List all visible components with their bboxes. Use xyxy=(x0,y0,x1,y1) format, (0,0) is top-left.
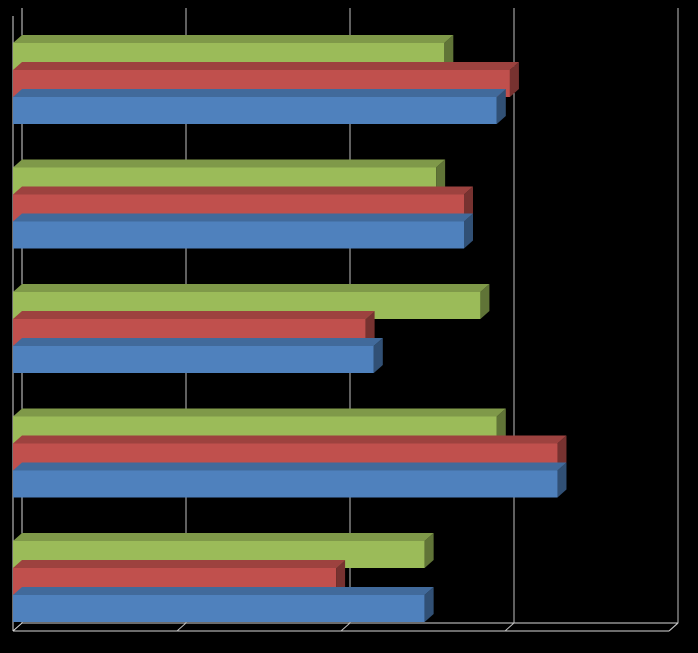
bar-end-c5-s2 xyxy=(336,560,346,595)
bar-end-c4-s3 xyxy=(557,462,567,498)
bar-end-c3-s3 xyxy=(373,338,383,373)
bar-group-5 xyxy=(13,533,434,622)
bar-group-2 xyxy=(13,159,473,249)
bar-top-c5-s1 xyxy=(13,533,434,541)
bar-end-c1-s2 xyxy=(509,62,519,97)
floor-gridline-4 xyxy=(668,622,679,632)
bar-end-c1-s3 xyxy=(496,89,506,124)
bar-group-4 xyxy=(13,408,567,498)
bar-end-c2-s2 xyxy=(464,186,473,222)
bar-group-3 xyxy=(13,284,490,373)
bar-top-c1-s1 xyxy=(13,35,454,43)
bar-end-c1-s1 xyxy=(444,35,454,70)
bar-top-c2-s2 xyxy=(13,186,473,195)
bar-top-c5-s3 xyxy=(13,587,434,595)
bar-top-c2-s3 xyxy=(13,213,473,222)
bar-group-1 xyxy=(13,35,519,124)
floor-left-edge xyxy=(12,622,23,632)
bar-end-c2-s3 xyxy=(464,213,473,249)
bar-top-c1-s3 xyxy=(13,89,506,97)
bar-end-c2-s1 xyxy=(436,159,446,195)
bar-top-c1-s2 xyxy=(13,62,519,70)
bar-end-c3-s2 xyxy=(365,311,375,346)
floor-gridline-1 xyxy=(176,622,187,632)
bar-c4-s3 xyxy=(13,470,558,498)
bars-group xyxy=(13,35,567,622)
bar-c1-s3 xyxy=(13,97,497,124)
bar-end-c4-s2 xyxy=(557,435,567,471)
bar-top-c4-s1 xyxy=(13,408,506,417)
floor-gridline-2 xyxy=(340,622,351,632)
bar-end-c5-s3 xyxy=(424,587,434,622)
bar-end-c5-s1 xyxy=(424,533,434,568)
bar-end-c4-s1 xyxy=(496,408,506,444)
bar-top-c5-s2 xyxy=(13,560,346,568)
bar-top-c4-s2 xyxy=(13,435,567,444)
bar-c5-s3 xyxy=(13,595,425,622)
bar-top-c3-s3 xyxy=(13,338,383,346)
bar-top-c2-s1 xyxy=(13,159,446,168)
bar-c3-s3 xyxy=(13,346,374,373)
floor-gridline-3 xyxy=(504,622,515,632)
bar-top-c4-s3 xyxy=(13,462,567,471)
bar-top-c3-s2 xyxy=(13,311,375,319)
bar-top-c3-s1 xyxy=(13,284,490,292)
bar-c2-s3 xyxy=(13,221,464,249)
bar-end-c3-s1 xyxy=(480,284,490,319)
